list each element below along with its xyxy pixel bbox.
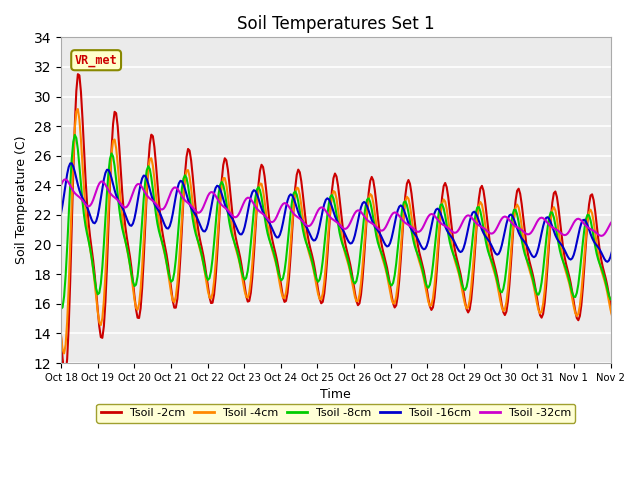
X-axis label: Time: Time xyxy=(321,388,351,401)
Y-axis label: Soil Temperature (C): Soil Temperature (C) xyxy=(15,136,28,264)
Text: VR_met: VR_met xyxy=(75,54,118,67)
Legend: Tsoil -2cm, Tsoil -4cm, Tsoil -8cm, Tsoil -16cm, Tsoil -32cm: Tsoil -2cm, Tsoil -4cm, Tsoil -8cm, Tsoi… xyxy=(96,404,575,422)
Title: Soil Temperatures Set 1: Soil Temperatures Set 1 xyxy=(237,15,435,33)
